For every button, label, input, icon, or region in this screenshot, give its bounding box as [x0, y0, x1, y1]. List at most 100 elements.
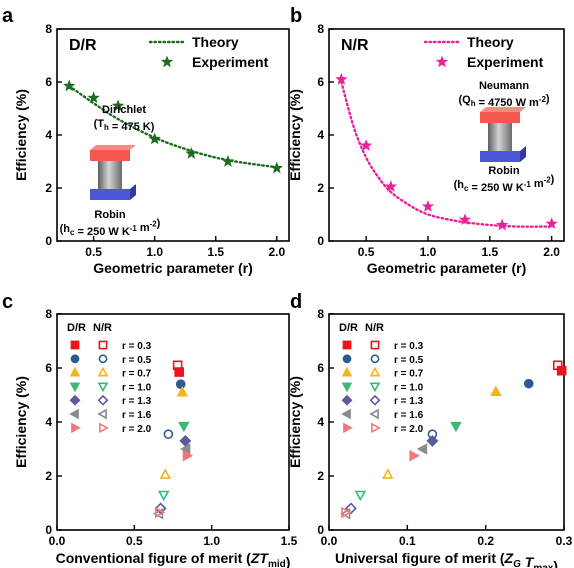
x-axis-label: Geometric parameter (r)	[93, 260, 253, 276]
x-tick-label: 0.3	[556, 534, 573, 548]
experiment-star	[335, 72, 348, 85]
experiment-star	[545, 217, 558, 230]
legend-marker-dr	[341, 366, 353, 377]
x-tick-label: 0.0	[321, 534, 338, 548]
legend-marker-dr	[69, 408, 79, 420]
legend-marker-dr	[341, 382, 353, 393]
cylinder-icon	[98, 161, 122, 189]
data-point-nr	[159, 468, 172, 479]
data-point-nr	[154, 506, 166, 519]
panel-title: D/R	[69, 37, 97, 54]
boundary-bottom-value: (hc = 250 W K-1 m-2)	[60, 218, 161, 238]
data-point-dr	[175, 379, 186, 390]
legend-label: r = 1.0	[122, 382, 152, 393]
legend-marker-nr	[99, 422, 109, 434]
x-tick-label: 0.2	[477, 534, 494, 548]
data-point-nr	[339, 508, 351, 520]
x-axis-label: Universal figure of merit (ZG Tmax)	[335, 550, 558, 568]
y-tick-label: 2	[317, 181, 324, 195]
legend-marker-dr	[71, 422, 81, 434]
x-tick-label: 0.5	[126, 534, 143, 548]
data-point-nr	[345, 502, 357, 515]
cold-block-side-icon	[130, 184, 136, 200]
legend-marker-dr	[70, 354, 80, 364]
legend-marker-nr	[97, 394, 109, 406]
legend-marker-nr	[369, 408, 379, 420]
legend-label: r = 0.3	[394, 341, 424, 352]
legend-label: r = 2.0	[122, 424, 152, 435]
data-point-dr	[179, 434, 192, 447]
legend-label: r = 0.3	[122, 341, 152, 352]
data-point-dr	[409, 449, 420, 462]
legend-marker-dr	[69, 394, 81, 406]
cylinder-icon	[488, 123, 512, 151]
experiment-star	[185, 147, 198, 159]
panel-letter: d	[290, 291, 302, 313]
y-tick-label: 6	[317, 361, 324, 375]
y-axis-label: Efficiency (%)	[13, 89, 29, 181]
boundary-top-label: Dirichlet	[102, 104, 146, 116]
legend-label: r = 0.7	[394, 369, 424, 380]
boundary-bottom-label: Robin	[94, 209, 125, 221]
y-tick-label: 2	[45, 181, 52, 195]
plot-frame	[328, 313, 565, 531]
y-tick-label: 0	[317, 523, 324, 537]
hot-block-top-icon	[90, 145, 136, 150]
x-tick-label: 1.0	[203, 534, 220, 548]
x-tick-label: 1.0	[420, 245, 437, 259]
y-tick-label: 4	[45, 128, 52, 142]
y-tick-label: 2	[317, 469, 324, 483]
experiment-star	[384, 180, 398, 192]
legend-experiment-star	[435, 55, 449, 68]
panel-a: 0.5 1.0 1.5 2.0 0 2 4 6 8 Efficiency (%) Geometric…	[2, 5, 290, 276]
legend-theory-label: Theory	[192, 34, 239, 50]
panel-c: 0.0 0.5 1.0 1.5 0 2 4 6 8 Efficiency (%) Conventio…	[2, 291, 298, 568]
legend-marker-dr	[341, 408, 351, 420]
legend-marker-nr	[369, 366, 381, 377]
legend-marker-dr	[69, 366, 81, 377]
legend-header-nr: N/R	[365, 322, 384, 334]
y-tick-label: 0	[45, 234, 52, 248]
data-point-dr	[523, 378, 534, 389]
experiment-star	[495, 218, 509, 231]
legend-header-dr: D/R	[67, 322, 86, 334]
panel-letter: b	[290, 5, 302, 27]
y-tick-label: 4	[317, 128, 324, 142]
x-tick-label: 0.1	[399, 534, 416, 548]
legend-marker-dr	[342, 340, 352, 350]
cold-block-icon	[90, 189, 130, 200]
data-point-dr	[176, 386, 189, 397]
boundary-bottom-label: Robin	[488, 165, 519, 177]
data-point-dr	[450, 421, 462, 433]
legend-experiment-label: Experiment	[192, 54, 269, 70]
data-point-dr	[174, 367, 184, 377]
legend-marker-nr	[97, 382, 109, 393]
y-tick-label: 6	[317, 75, 324, 89]
boundary-top-label: Neumann	[479, 80, 529, 92]
legend-label: r = 0.7	[122, 369, 152, 380]
boundary-top-value: (Qh = 4750 W m-2)	[458, 93, 549, 109]
hot-block-icon	[480, 112, 520, 123]
x-axis-label: Conventional figure of merit (ZTmid)	[56, 550, 291, 568]
legend-marker-nr	[97, 408, 107, 420]
legend-label: r = 0.5	[122, 355, 152, 366]
data-point-nr	[354, 490, 367, 502]
data-point-dr	[178, 421, 190, 433]
data-point-nr	[341, 506, 352, 519]
y-tick-label: 0	[45, 523, 52, 537]
panel-letter: c	[2, 291, 13, 313]
experiment-star	[63, 79, 76, 92]
experiment-star	[458, 213, 472, 226]
x-tick-label: 1.5	[281, 534, 298, 548]
y-tick-label: 8	[45, 22, 52, 36]
experiment-star	[421, 200, 435, 212]
legend-label: r = 1.3	[394, 396, 424, 407]
legend-marker-dr	[342, 354, 352, 364]
y-tick-label: 4	[45, 415, 52, 429]
data-point-dr	[179, 443, 191, 455]
data-point-nr	[163, 429, 174, 439]
y-axis-label: Efficiency (%)	[287, 376, 303, 468]
panel-b: 0.5 1.0 1.5 2.0 0 2 4 6 8 Efficiency (%) Geometric…	[287, 5, 565, 276]
y-axis-label: Efficiency (%)	[287, 89, 303, 181]
